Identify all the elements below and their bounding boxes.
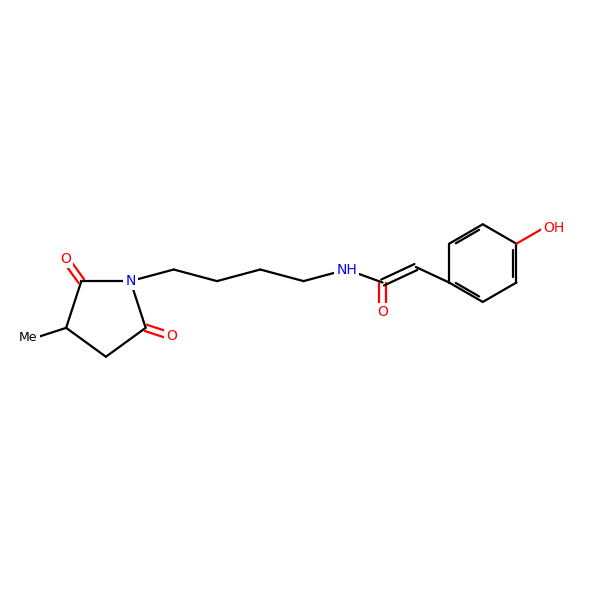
Text: Me: Me xyxy=(19,331,38,344)
Text: O: O xyxy=(60,253,71,266)
Text: OH: OH xyxy=(543,221,565,235)
Text: NH: NH xyxy=(337,263,357,277)
Text: N: N xyxy=(125,274,136,288)
Text: O: O xyxy=(166,329,176,343)
Text: O: O xyxy=(377,305,388,319)
